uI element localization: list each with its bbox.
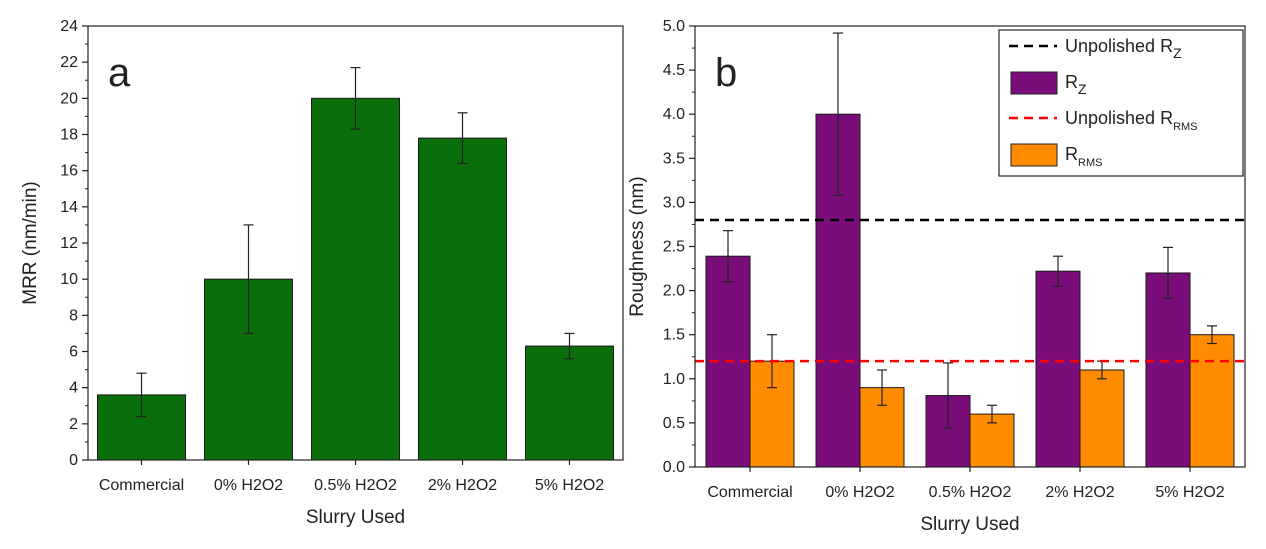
y-tick-label: 12 [60,235,78,252]
bar [1189,334,1235,468]
legend-entry: RZ [1065,72,1087,97]
y-tick-label: 22 [60,54,78,71]
y-tick-label: 3.5 [663,150,685,167]
legend-entry-subscript: Z [1078,81,1087,97]
y-tick-label: 14 [60,199,78,216]
bar [418,137,507,461]
y-tick-label: 4.0 [663,106,685,123]
legend-bar-swatch [1010,71,1058,95]
bar [1079,369,1125,468]
y-tick-label: 0 [69,452,78,469]
x-tick-label: 0% H2O2 [825,484,894,501]
y-tick-label: 5.0 [663,18,685,35]
legend-bar-swatch [1010,143,1058,167]
legend-entry-main: Unpolished R [1065,108,1173,128]
bar [1035,270,1081,468]
y-tick-label: 16 [60,163,78,180]
y-tick-label: 2.0 [663,283,685,300]
y-tick-label: 4 [69,380,78,397]
y-tick-label: 6 [69,344,78,361]
legend-entry-main: Unpolished R [1065,36,1173,56]
x-axis-title: Slurry Used [920,514,1019,535]
x-axis-title: Slurry Used [306,507,405,528]
legend-entry-main: R [1065,144,1078,164]
x-tick-label: 5% H2O2 [1155,484,1224,501]
y-tick-label: 8 [69,307,78,324]
x-tick-label: 0% H2O2 [214,477,283,494]
x-tick-label: 5% H2O2 [535,477,604,494]
legend-entry-main: R [1065,72,1078,92]
y-tick-label: 4.5 [663,62,685,79]
panel-label: a [108,51,131,95]
y-tick-label: 3.0 [663,194,685,211]
x-tick-label: 2% H2O2 [1045,484,1114,501]
y-tick-label: 2 [69,416,78,433]
y-tick-label: 20 [60,90,78,107]
y-tick-label: 24 [60,18,78,35]
y-tick-label: 0.0 [663,459,685,476]
y-tick-label: 1.5 [663,327,685,344]
x-tick-label: 0.5% H2O2 [929,484,1012,501]
legend-entry-subscript: Z [1173,45,1182,61]
bar [311,97,400,461]
bar [1145,272,1191,468]
y-axis-title: MRR (nm/min) [20,181,41,305]
y-tick-label: 10 [60,271,78,288]
y-tick-label: 2.5 [663,239,685,256]
legend-entry-subscript: RMS [1173,121,1197,133]
x-tick-label: Commercial [707,484,792,501]
legend-entry: Unpolished RZ [1065,36,1182,61]
y-tick-label: 18 [60,127,78,144]
y-tick-label: 0.5 [663,415,685,432]
y-tick-label: 1.0 [663,371,685,388]
panel-label: b [715,51,737,95]
y-axis-title: Roughness (nm) [627,176,648,316]
bar [525,345,614,461]
legend-entry: RRMS [1065,144,1102,169]
x-tick-label: 0.5% H2O2 [314,477,397,494]
x-tick-label: 2% H2O2 [428,477,497,494]
legend-entry: Unpolished RRMS [1065,108,1198,133]
x-tick-label: Commercial [99,477,184,494]
legend-entry-subscript: RMS [1078,157,1102,169]
